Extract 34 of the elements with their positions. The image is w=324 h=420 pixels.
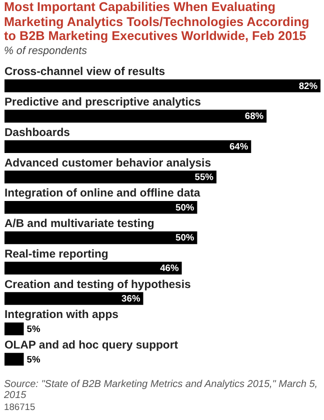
bar	[4, 352, 24, 366]
data-label: 82%	[298, 80, 318, 91]
chart-subtitle: % of respondents	[4, 44, 88, 59]
data-label: 5%	[26, 354, 41, 364]
bar	[4, 110, 267, 122]
bar	[4, 140, 252, 153]
y-tick-label: Dashboards	[4, 126, 70, 139]
data-label: 55%	[194, 172, 214, 182]
data-label: 68%	[244, 111, 264, 122]
y-tick-label: Advanced customer behavior analysis	[4, 157, 212, 170]
data-label: 50%	[176, 232, 195, 243]
data-label: 64%	[229, 142, 249, 152]
bar	[4, 231, 198, 244]
bar	[4, 79, 320, 92]
y-tick-label: Integration with apps	[4, 309, 118, 322]
y-tick-label: Real-time reporting	[4, 248, 108, 260]
data-label: 46%	[160, 263, 180, 274]
bar	[4, 322, 24, 336]
text: 186715	[4, 402, 36, 413]
data-label: 5%	[26, 324, 41, 334]
chart-title: Most Important Capabilities When Evaluating Marketing Analytics Tools/Technologies According to B2B Marketing Executives Worldwide, Feb 2015	[4, 0, 310, 44]
bar	[4, 292, 144, 305]
data-label: 36%	[122, 293, 141, 304]
source-note: Source: "State of B2B Marketing Metrics and Analytics 2015," March 5, 2015	[4, 378, 319, 402]
y-tick-label: Integration of online and offline data	[4, 188, 201, 200]
y-tick-label: Predictive and prescriptive analytics	[4, 96, 201, 108]
y-tick-label: OLAP and ad hoc query support	[4, 340, 178, 352]
y-tick-label: Cross-channel view of results	[4, 66, 166, 78]
data-label: 50%	[176, 202, 195, 212]
bar	[4, 200, 198, 214]
bar	[4, 170, 216, 184]
y-tick-label: Creation and testing of hypothesis	[4, 278, 191, 291]
y-tick-label: A/B and multivariate testing	[4, 218, 154, 230]
bar	[4, 262, 182, 274]
